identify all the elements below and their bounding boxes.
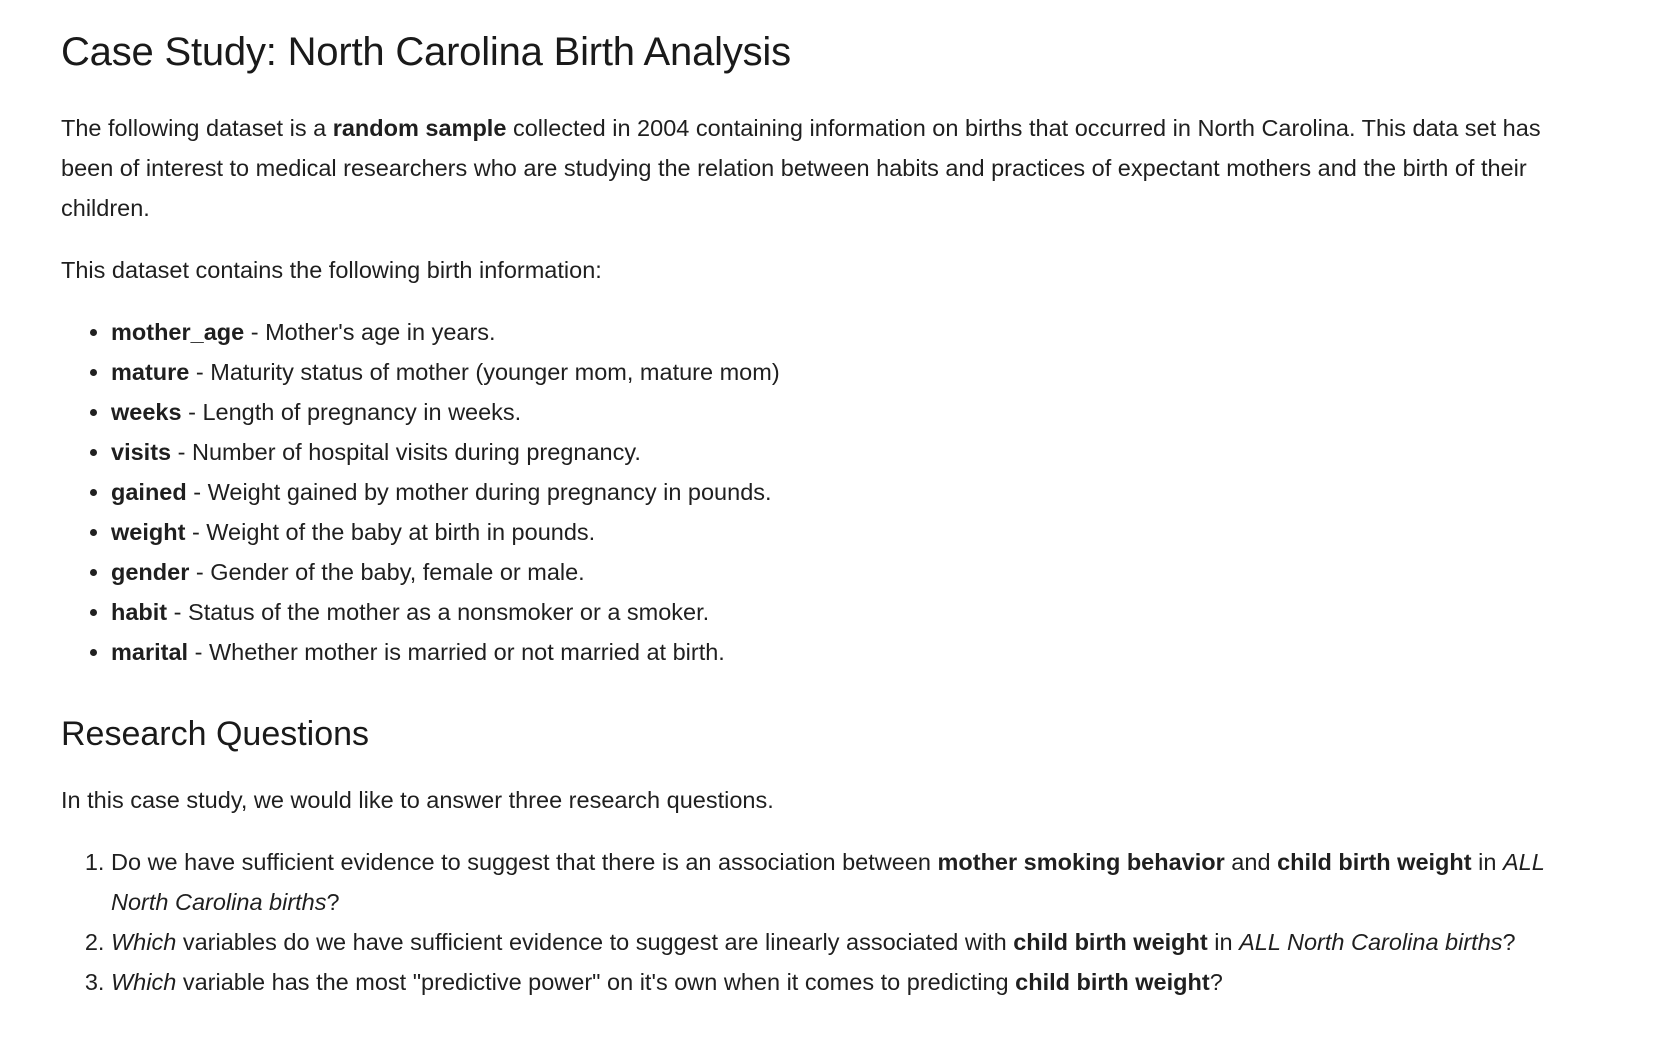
intro-text-1: The following dataset is a xyxy=(61,115,333,141)
page-title: Case Study: North Carolina Birth Analysi… xyxy=(61,30,791,74)
variable-name: habit xyxy=(111,599,168,625)
variable-desc: - Whether mother is married or not marri… xyxy=(188,639,725,665)
variable-name: weeks xyxy=(111,399,182,425)
q2-text-2: in xyxy=(1207,929,1240,955)
variable-name: gained xyxy=(111,479,187,505)
variable-desc: - Weight of the baby at birth in pounds. xyxy=(185,519,596,545)
q1-text-2: and xyxy=(1224,849,1278,875)
list-item: marital - Whether mother is married or n… xyxy=(111,632,1595,672)
q1-text-4: ? xyxy=(326,889,340,915)
q2-text-3: ? xyxy=(1502,929,1516,955)
variable-name: marital xyxy=(111,639,189,665)
list-item: visits - Number of hospital visits durin… xyxy=(111,432,1595,472)
intro-paragraph: The following dataset is a random sample… xyxy=(61,108,1595,228)
list-item: weeks - Length of pregnancy in weeks. xyxy=(111,392,1595,432)
q1-bold-2: child birth weight xyxy=(1277,849,1472,875)
variable-name: mother_age xyxy=(111,319,245,345)
variable-name: weight xyxy=(111,519,186,545)
variable-name: visits xyxy=(111,439,172,465)
list-item: mother_age - Mother's age in years. xyxy=(111,312,1595,352)
research-heading: Research Questions xyxy=(61,715,370,753)
q1-italic-1: ALL North Carolina births xyxy=(111,849,1545,915)
list-item: mature - Maturity status of mother (youn… xyxy=(111,352,1595,392)
list-item: habit - Status of the mother as a nonsmo… xyxy=(111,592,1595,632)
variable-desc: - Mother's age in years. xyxy=(244,319,496,345)
q3-italic-1: Which xyxy=(111,969,177,995)
q3-text-1: variable has the most "predictive power"… xyxy=(176,969,1016,995)
q2-bold-1: child birth weight xyxy=(1013,929,1208,955)
q1-text-3: in xyxy=(1471,849,1503,875)
intro-text-2: collected in 2004 containing information… xyxy=(61,115,1541,221)
q1-text-1: Do we have sufficient evidence to sugges… xyxy=(111,849,938,875)
question-list: Do we have sufficient evidence to sugges… xyxy=(61,842,1595,1002)
q3-text-2: ? xyxy=(1209,969,1223,995)
document-page: Case Study: North Carolina Birth Analysi… xyxy=(0,0,1655,1002)
intro-bold-random-sample: random sample xyxy=(332,115,507,141)
list-item: weight - Weight of the baby at birth in … xyxy=(111,512,1595,552)
question-1: Do we have sufficient evidence to sugges… xyxy=(111,842,1595,922)
variable-desc: - Status of the mother as a nonsmoker or… xyxy=(167,599,710,625)
variable-desc: - Gender of the baby, female or male. xyxy=(189,559,585,585)
list-item: gender - Gender of the baby, female or m… xyxy=(111,552,1595,592)
research-intro: In this case study, we would like to ans… xyxy=(61,787,774,813)
variable-name: mature xyxy=(111,359,190,385)
variable-desc: - Maturity status of mother (younger mom… xyxy=(189,359,780,385)
q3-bold-1: child birth weight xyxy=(1015,969,1210,995)
question-2: Which variables do we have sufficient ev… xyxy=(111,922,1595,962)
variable-list: mother_age - Mother's age in years. matu… xyxy=(61,312,1595,672)
q2-italic-2: ALL North Carolina births xyxy=(1239,929,1503,955)
q2-italic-1: Which xyxy=(111,929,177,955)
contains-paragraph: This dataset contains the following birt… xyxy=(61,257,602,283)
question-3: Which variable has the most "predictive … xyxy=(111,962,1595,1002)
list-item: gained - Weight gained by mother during … xyxy=(111,472,1595,512)
variable-desc: - Weight gained by mother during pregnan… xyxy=(186,479,772,505)
variable-desc: - Length of pregnancy in weeks. xyxy=(181,399,522,425)
variable-desc: - Number of hospital visits during pregn… xyxy=(171,439,641,465)
variable-name: gender xyxy=(111,559,190,585)
q2-text-1: variables do we have sufficient evidence… xyxy=(176,929,1014,955)
q1-bold-1: mother smoking behavior xyxy=(937,849,1225,875)
